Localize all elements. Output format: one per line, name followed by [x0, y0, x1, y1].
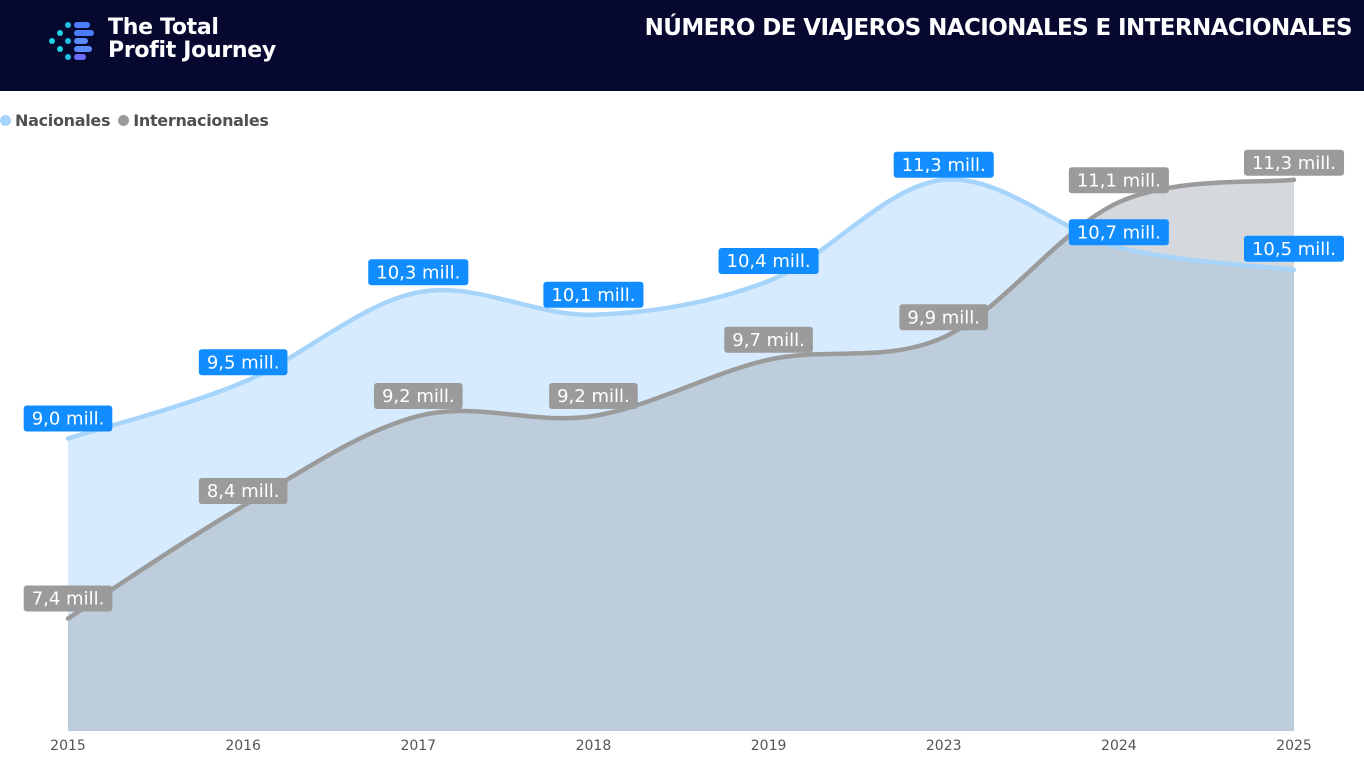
data-label-internacionales-2018: 9,2 mill.	[549, 383, 638, 409]
data-label-nacionales-2024-text: 10,7 mill.	[1077, 222, 1161, 243]
data-label-internacionales-2019-bg	[724, 326, 813, 353]
data-label-nacionales-2016-text: 9,5 mill.	[207, 352, 280, 373]
data-label-internacionales-2025: 11,3 mill.	[1243, 149, 1345, 176]
data-label-nacionales-2024: 10,7 mill.	[1068, 219, 1169, 246]
data-label-nacionales-2018: 10,1 mill.	[543, 281, 644, 308]
data-label-nacionales-2016-bg	[198, 349, 288, 376]
data-label-internacionales-2016-text: 8,4 mill.	[207, 481, 280, 502]
data-label-internacionales-2017-text: 9,2 mill.	[382, 386, 455, 407]
line-area-chart: 9,0 mill. 9,5 mill. 10,3 mill. 10,1 mill. 10…	[23, 149, 1345, 754]
x-tick-label-2018: 2018	[576, 738, 612, 754]
data-label-internacionales-2018-bg	[549, 383, 638, 409]
data-label-nacionales-2018-bg	[543, 281, 644, 308]
data-label-internacionales-2024: 11,1 mill.	[1068, 167, 1169, 194]
data-label-internacionales-2023-bg	[899, 304, 989, 331]
data-label-internacionales-2015-bg	[23, 585, 113, 612]
data-label-nacionales-2023-bg	[893, 151, 994, 178]
data-label-nacionales-2015-bg	[23, 405, 113, 432]
x-tick-label-2015: 2015	[50, 738, 86, 754]
legend-label-nacionales: Nacionales	[15, 110, 111, 130]
data-label-nacionales-2017: 10,3 mill.	[368, 259, 469, 286]
x-tick-label-2019: 2019	[751, 738, 787, 754]
data-label-nacionales-2015: 9,0 mill.	[23, 405, 113, 432]
data-label-internacionales-2019-text: 9,7 mill.	[732, 330, 805, 351]
legend-dot-nacionales-icon	[0, 114, 11, 126]
data-label-internacionales-2015-text: 7,4 mill.	[32, 589, 105, 610]
data-label-nacionales-2019: 10,4 mill.	[718, 248, 819, 274]
data-label-internacionales-2025-bg	[1243, 149, 1345, 176]
data-label-nacionales-2019-text: 10,4 mill.	[727, 251, 811, 272]
chart-legend: Nacionales Internacionales	[0, 109, 277, 131]
data-label-internacionales-2025-text: 11,3 mill.	[1252, 153, 1336, 174]
x-tick-label-2016: 2016	[225, 738, 261, 754]
data-label-internacionales-2016-bg	[198, 478, 288, 504]
page-title: NÚMERO DE VIAJEROS NACIONALES E INTERNAC…	[644, 15, 1353, 41]
data-label-internacionales-2019: 9,7 mill.	[724, 326, 813, 353]
x-tick-label-2025: 2025	[1276, 738, 1312, 754]
data-label-internacionales-2023-text: 9,9 mill.	[907, 307, 980, 328]
x-tick-label-2017: 2017	[400, 738, 436, 754]
brand-line2: Profit Journey	[108, 38, 276, 63]
data-label-nacionales-2025-text: 10,5 mill.	[1252, 239, 1336, 260]
data-label-nacionales-2023-text: 11,3 mill.	[902, 155, 986, 176]
data-label-nacionales-2025: 10,5 mill.	[1243, 235, 1345, 262]
brand-line1: The Total	[108, 15, 219, 40]
data-label-nacionales-2015-text: 9,0 mill.	[32, 409, 105, 430]
data-label-internacionales-2024-text: 11,1 mill.	[1077, 170, 1161, 191]
legend-item-nacionales[interactable]: Nacionales	[0, 110, 111, 130]
data-label-internacionales-2017-bg	[373, 383, 463, 409]
brand-name: The Total Profit Journey	[108, 16, 276, 62]
data-label-internacionales-2016: 8,4 mill.	[198, 478, 288, 504]
data-label-nacionales-2024-bg	[1068, 219, 1169, 246]
legend-dot-internacionales-icon	[118, 114, 130, 126]
legend-item-internacionales[interactable]: Internacionales	[118, 110, 269, 130]
data-label-nacionales-2017-bg	[368, 259, 469, 286]
data-label-internacionales-2018-text: 9,2 mill.	[557, 386, 630, 407]
data-label-internacionales-2017: 9,2 mill.	[373, 383, 463, 409]
data-label-nacionales-2019-bg	[718, 248, 819, 274]
header-bar: The Total Profit Journey NÚMERO DE VIAJE…	[0, 0, 1364, 91]
data-label-nacionales-2025-bg	[1243, 235, 1345, 262]
dots-logo-icon	[49, 22, 94, 60]
x-tick-label-2023: 2023	[926, 738, 962, 754]
legend-label-internacionales: Internacionales	[133, 110, 269, 130]
data-label-nacionales-2016: 9,5 mill.	[198, 349, 288, 376]
x-tick-label-2024: 2024	[1101, 738, 1137, 754]
data-label-internacionales-2015: 7,4 mill.	[23, 585, 113, 612]
data-label-internacionales-2023: 9,9 mill.	[899, 304, 989, 331]
data-label-nacionales-2017-text: 10,3 mill.	[376, 262, 460, 283]
data-label-nacionales-2018-text: 10,1 mill.	[551, 285, 635, 306]
data-label-internacionales-2024-bg	[1068, 167, 1169, 194]
data-label-nacionales-2023: 11,3 mill.	[893, 151, 994, 178]
